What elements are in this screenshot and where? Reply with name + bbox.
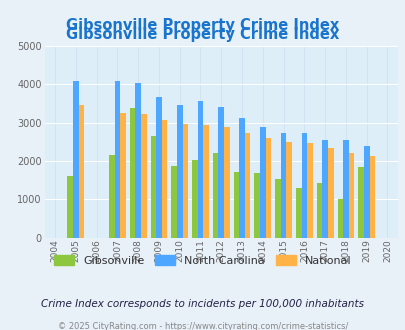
Bar — [342, 140, 348, 238]
Bar — [337, 199, 342, 238]
Bar — [363, 147, 369, 238]
Bar — [197, 101, 203, 238]
Bar — [218, 108, 224, 238]
Bar — [265, 138, 271, 238]
Bar — [348, 153, 354, 238]
Bar — [141, 114, 146, 238]
Bar — [259, 127, 265, 238]
Bar — [233, 172, 239, 238]
Bar — [254, 173, 259, 238]
Bar — [275, 179, 280, 238]
Bar — [244, 133, 250, 238]
Bar — [177, 105, 182, 238]
Bar — [358, 167, 363, 238]
Bar — [161, 120, 167, 238]
Bar — [327, 148, 333, 238]
Bar — [212, 152, 218, 238]
Text: Gibsonville Property Crime Index: Gibsonville Property Crime Index — [66, 18, 339, 33]
Bar — [156, 97, 161, 238]
Bar — [307, 144, 312, 238]
Bar — [79, 105, 84, 238]
Bar — [73, 82, 79, 238]
Bar — [280, 133, 286, 238]
Bar — [369, 156, 374, 238]
Legend: Gibsonville, North Carolina, National: Gibsonville, North Carolina, National — [50, 250, 355, 270]
Bar — [224, 127, 229, 238]
Bar — [135, 82, 141, 238]
Bar — [286, 142, 291, 238]
Bar — [182, 124, 188, 238]
Bar — [130, 108, 135, 238]
Bar — [192, 159, 197, 238]
Bar — [171, 166, 177, 238]
Bar — [316, 183, 322, 238]
Text: Crime Index corresponds to incidents per 100,000 inhabitants: Crime Index corresponds to incidents per… — [41, 299, 364, 309]
Text: Gibsonville Property Crime Index: Gibsonville Property Crime Index — [66, 27, 339, 42]
Bar — [120, 113, 126, 238]
Bar — [114, 81, 120, 238]
Bar — [150, 136, 156, 238]
Bar — [239, 118, 244, 238]
Text: © 2025 CityRating.com - https://www.cityrating.com/crime-statistics/: © 2025 CityRating.com - https://www.city… — [58, 322, 347, 330]
Bar — [67, 176, 73, 238]
Bar — [295, 188, 301, 238]
Bar — [301, 133, 307, 238]
Bar — [322, 140, 327, 238]
Bar — [203, 125, 209, 238]
Bar — [109, 154, 114, 238]
